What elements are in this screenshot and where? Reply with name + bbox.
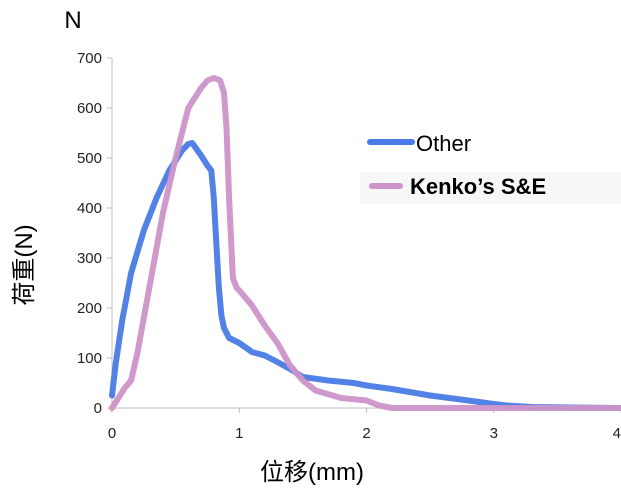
- y-tick-label: 200: [77, 300, 102, 317]
- legend-label-kenko: Kenko’s S&E: [410, 174, 546, 199]
- series-line-kenko: [109, 75, 621, 411]
- y-axis-title: 荷重(N): [11, 224, 38, 305]
- series-line-other: [109, 140, 621, 411]
- x-tick-label: 0: [108, 425, 116, 442]
- y-unit-label: N: [64, 7, 81, 34]
- y-tick-label: 0: [94, 400, 102, 417]
- y-tick-label: 300: [77, 250, 102, 267]
- legend-background: [360, 172, 621, 204]
- legend: Other Kenko’s S&E: [360, 131, 621, 204]
- x-tick-label: 2: [362, 425, 370, 442]
- x-tick-label: 3: [490, 425, 498, 442]
- y-tick-label: 400: [77, 200, 102, 217]
- y-tick-label: 100: [77, 350, 102, 367]
- legend-label-other: Other: [416, 131, 471, 156]
- y-tick-label: 600: [77, 100, 102, 117]
- x-tick-label: 1: [235, 425, 243, 442]
- x-tick-label: 4: [613, 425, 621, 442]
- x-axis-title: 位移(mm): [260, 459, 364, 486]
- y-tick-label: 500: [77, 150, 102, 167]
- y-tick-label: 700: [77, 50, 102, 67]
- y-ticks: 0 100 200 300 400 500 600 700: [77, 50, 112, 417]
- series-group: [109, 75, 621, 411]
